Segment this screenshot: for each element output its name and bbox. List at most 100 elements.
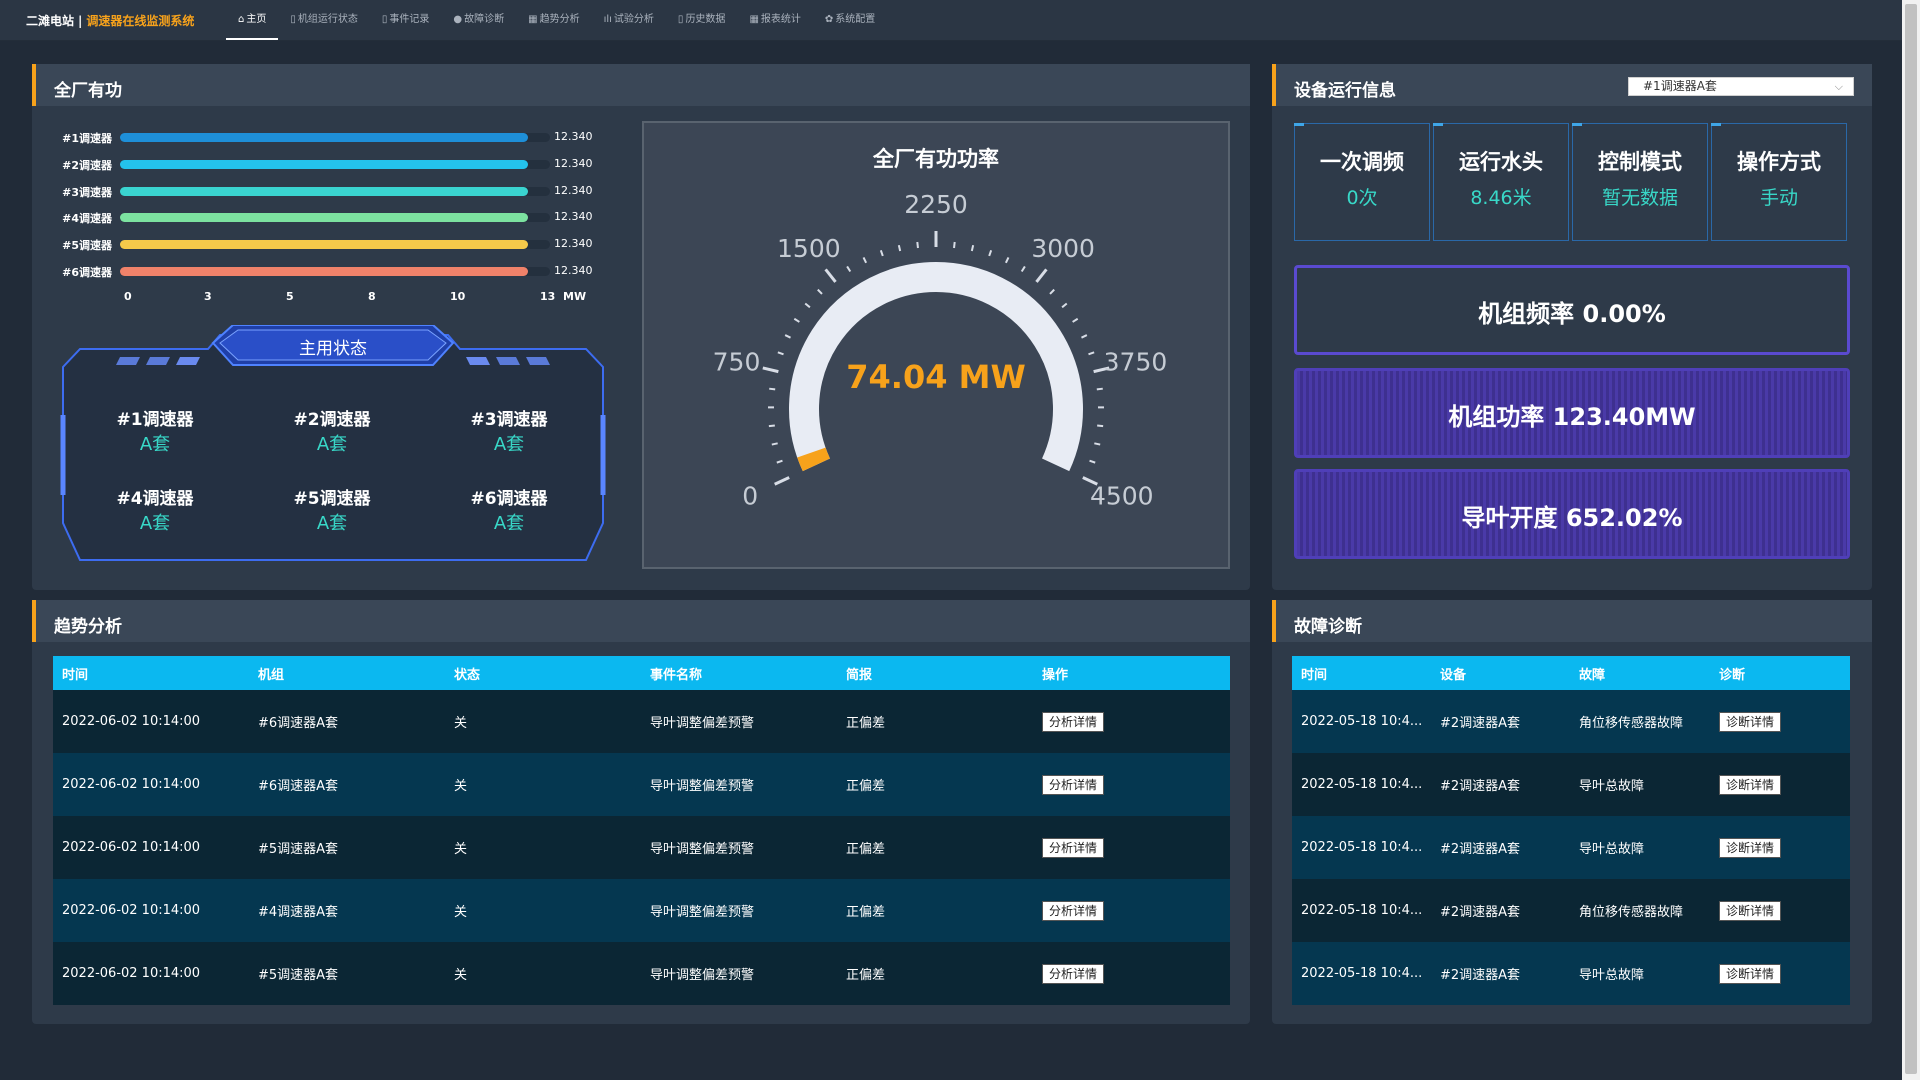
cell-brief: 正偏差 bbox=[837, 942, 1033, 1005]
gauge-tick bbox=[862, 257, 868, 264]
gauge-tick bbox=[771, 442, 778, 446]
table-row: 2022-06-02 10:14:00 #6调速器A套关导叶调整偏差预警 正偏差 分析… bbox=[53, 753, 1230, 816]
nav-item[interactable]: ▦ 报表统计 bbox=[737, 0, 812, 40]
status-unit-value: A套 bbox=[139, 434, 171, 455]
bar-fill bbox=[120, 267, 529, 276]
bar-track bbox=[120, 213, 550, 223]
status-unit-value: A套 bbox=[493, 513, 525, 534]
info-card-label: 控制模式 bbox=[1598, 150, 1682, 174]
diagnosis-detail-button[interactable]: 诊断详情 bbox=[1719, 837, 1782, 858]
analysis-detail-button[interactable]: 分析详情 bbox=[1042, 963, 1105, 984]
nav-item-label: 试验分析 bbox=[613, 14, 654, 25]
analysis-detail-button[interactable]: 分析详情 bbox=[1042, 774, 1105, 795]
gauge-tick bbox=[970, 244, 975, 252]
bar-track bbox=[120, 133, 550, 142]
nav-item[interactable]: ▯ 历史数据 bbox=[666, 0, 738, 40]
nav-item[interactable]: ⌂ 主页 bbox=[226, 0, 279, 40]
nav-item[interactable]: ✿ 系统配置 bbox=[813, 0, 887, 40]
cell-state: 关 bbox=[445, 942, 641, 1005]
cell-action: 诊断详情 bbox=[1710, 816, 1850, 879]
info-card: 运行水头 8.46米 bbox=[1433, 123, 1569, 241]
diagnosis-detail-button[interactable]: 诊断详情 bbox=[1719, 963, 1782, 984]
analysis-detail-button[interactable]: 分析详情 bbox=[1042, 711, 1105, 732]
unit-power-bar-chart: #1调速器 12.340 #2调速器 12.340 #3调速器 12.340 #4调速器 12… bbox=[24, 128, 594, 308]
gauge-tick bbox=[897, 244, 902, 252]
gauge-tick bbox=[846, 265, 852, 273]
axis-tick-label: 13 bbox=[540, 290, 556, 303]
gauge-tick bbox=[1089, 459, 1096, 464]
gauge-tick bbox=[1004, 257, 1010, 264]
page-scrollbar[interactable] bbox=[1902, 0, 1920, 1080]
grid-icon: ▦ bbox=[528, 14, 538, 25]
nav-item-label: 历史数据 bbox=[685, 14, 726, 25]
station-name: 二滩电站 bbox=[26, 14, 75, 28]
doc-icon: ▯ bbox=[677, 14, 684, 25]
table-row: 2022-05-18 10:4... #2调速器A套 角位移传感器故障 诊断详情 bbox=[1292, 690, 1850, 753]
cell-fault: 导叶总故障 bbox=[1570, 753, 1710, 816]
cell-action: 分析详情 bbox=[1033, 816, 1230, 879]
nav-item[interactable]: ılı 试验分析 bbox=[592, 0, 666, 40]
analysis-detail-button[interactable]: 分析详情 bbox=[1042, 900, 1105, 921]
gauge-box: 全厂有功功率 0 750 1500 2250 3000 3750 4500 74.04 MW bbox=[642, 121, 1230, 569]
cell-event: 导叶调整偏差预警 bbox=[641, 690, 837, 753]
panel-title: 趋势分析 bbox=[54, 617, 122, 637]
cell-action: 分析详情 bbox=[1033, 942, 1230, 1005]
cell-time: 2022-06-02 10:14:00 bbox=[53, 942, 249, 1005]
column-header: 状态 bbox=[445, 656, 641, 690]
cell-unit: #5调速器A套 bbox=[249, 816, 445, 879]
panel-title: 设备运行信息 bbox=[1294, 81, 1396, 101]
axis-tick-label: 8 bbox=[368, 290, 376, 303]
metric-text: 导叶开度 652.02% bbox=[1461, 504, 1683, 532]
cell-action: 诊断详情 bbox=[1710, 879, 1850, 942]
analysis-detail-button[interactable]: 分析详情 bbox=[1042, 837, 1105, 858]
cell-device: #2调速器A套 bbox=[1431, 816, 1570, 879]
bar-value: 12.340 bbox=[554, 237, 593, 251]
scrollbar-thumb[interactable] bbox=[1905, 4, 1917, 1074]
cell-state: 关 bbox=[445, 816, 641, 879]
unit-select-value: #1调速器A套 bbox=[1643, 79, 1717, 93]
nav-item[interactable]: ▦ 趋势分析 bbox=[516, 0, 591, 40]
cell-brief: 正偏差 bbox=[837, 816, 1033, 879]
doc-icon: ▯ bbox=[290, 14, 296, 25]
cell-brief: 正偏差 bbox=[837, 753, 1033, 816]
trend-table: 时间 机组 状态 事件名称 简报 操作 2022-06-02 10:14:00 #6调速器A… bbox=[53, 656, 1230, 1005]
diagnosis-detail-button[interactable]: 诊断详情 bbox=[1719, 900, 1782, 921]
nav-item[interactable]: ▯ 事件记录 bbox=[370, 0, 442, 40]
cell-state: 关 bbox=[445, 690, 641, 753]
gauge-title: 全厂有功功率 bbox=[873, 147, 999, 171]
diagnosis-detail-button[interactable]: 诊断详情 bbox=[1719, 711, 1782, 732]
gauge-label: 750 bbox=[713, 348, 761, 377]
table-row: 2022-05-18 10:4... #2调速器A套 导叶总故障 诊断详情 bbox=[1292, 816, 1850, 879]
status-item: #3调速器 A套 bbox=[424, 405, 594, 456]
nav-item[interactable]: ▯ 机组运行状态 bbox=[278, 0, 370, 40]
card-corner bbox=[1711, 123, 1721, 126]
gauge-tick bbox=[793, 317, 800, 323]
info-card: 一次调频 0次 bbox=[1294, 123, 1430, 241]
gauge-label: 1500 bbox=[777, 234, 841, 263]
bar-row: #5调速器 12.340 bbox=[24, 235, 594, 255]
cell-device: #2调速器A套 bbox=[1431, 879, 1570, 942]
gauge-label: 3000 bbox=[1031, 234, 1095, 263]
nav-item-label: 机组运行状态 bbox=[297, 14, 358, 25]
cell-time: 2022-06-02 10:14:00 bbox=[53, 816, 249, 879]
nav-item-label: 系统配置 bbox=[835, 14, 876, 25]
gauge-tick bbox=[1061, 302, 1068, 309]
cell-time: 2022-06-02 10:14:00 bbox=[53, 753, 249, 816]
bar-fill bbox=[120, 213, 529, 223]
nav-item[interactable]: ● 故障诊断 bbox=[441, 0, 516, 40]
status-unit-name: #5调速器 bbox=[293, 489, 371, 509]
column-header: 机组 bbox=[249, 656, 445, 690]
gauge-tick bbox=[1088, 351, 1095, 356]
cell-time: 2022-06-02 10:14:00 bbox=[53, 879, 249, 942]
panel-title: 全厂有功 bbox=[54, 81, 122, 101]
bar-label: #3调速器 bbox=[62, 185, 112, 199]
panel-header: 全厂有功 bbox=[32, 64, 1250, 106]
bar-track bbox=[120, 186, 550, 196]
unit-select[interactable]: #1调速器A套 ⌵ bbox=[1628, 77, 1854, 96]
gauge-tick bbox=[1097, 424, 1104, 428]
bar-value: 12.340 bbox=[554, 156, 593, 170]
bar-track bbox=[120, 240, 550, 250]
card-corner bbox=[1433, 123, 1443, 126]
metric-text: 机组功率 123.40MW bbox=[1448, 403, 1696, 431]
diagnosis-detail-button[interactable]: 诊断详情 bbox=[1719, 774, 1782, 795]
